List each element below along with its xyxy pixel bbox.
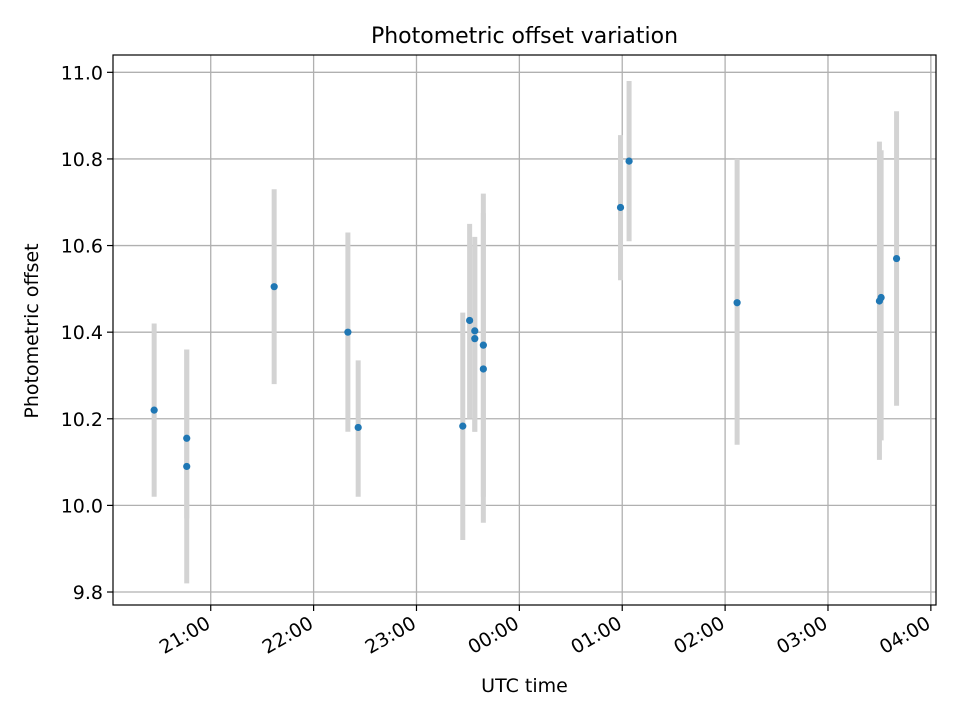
y-tick-label: 11.0 <box>61 62 103 84</box>
plot-frame <box>112 54 937 606</box>
y-axis-label: Photometric offset <box>21 243 43 418</box>
data-point <box>733 299 741 307</box>
data-point <box>877 293 885 302</box>
data-point <box>459 422 467 430</box>
data-point <box>466 316 474 325</box>
grid <box>113 55 936 605</box>
data-points <box>150 157 901 471</box>
data-point <box>471 327 479 335</box>
data-point <box>354 423 362 432</box>
data-point <box>625 157 633 165</box>
y-tick-label: 10.2 <box>61 409 103 431</box>
data-point <box>183 462 191 471</box>
y-tick-label: 10.0 <box>61 495 103 517</box>
y-axis-ticks: 9.8 10.0 10.2 10.4 10.6 10.8 11.0 <box>61 62 113 604</box>
data-point <box>183 434 191 442</box>
y-tick-label: 9.8 <box>73 582 103 604</box>
chart-title: Photometric offset variation <box>371 24 678 49</box>
y-tick-label: 10.4 <box>61 322 103 344</box>
data-point <box>471 335 479 343</box>
data-point <box>892 254 901 263</box>
y-tick-label: 10.8 <box>61 149 103 171</box>
y-tick-label: 10.6 <box>61 236 103 258</box>
x-axis-label: UTC time <box>481 675 568 697</box>
data-point <box>270 283 278 291</box>
data-point <box>616 203 625 212</box>
data-point <box>479 365 487 373</box>
data-point <box>344 328 352 336</box>
data-point <box>150 406 158 414</box>
data-point <box>479 341 487 349</box>
